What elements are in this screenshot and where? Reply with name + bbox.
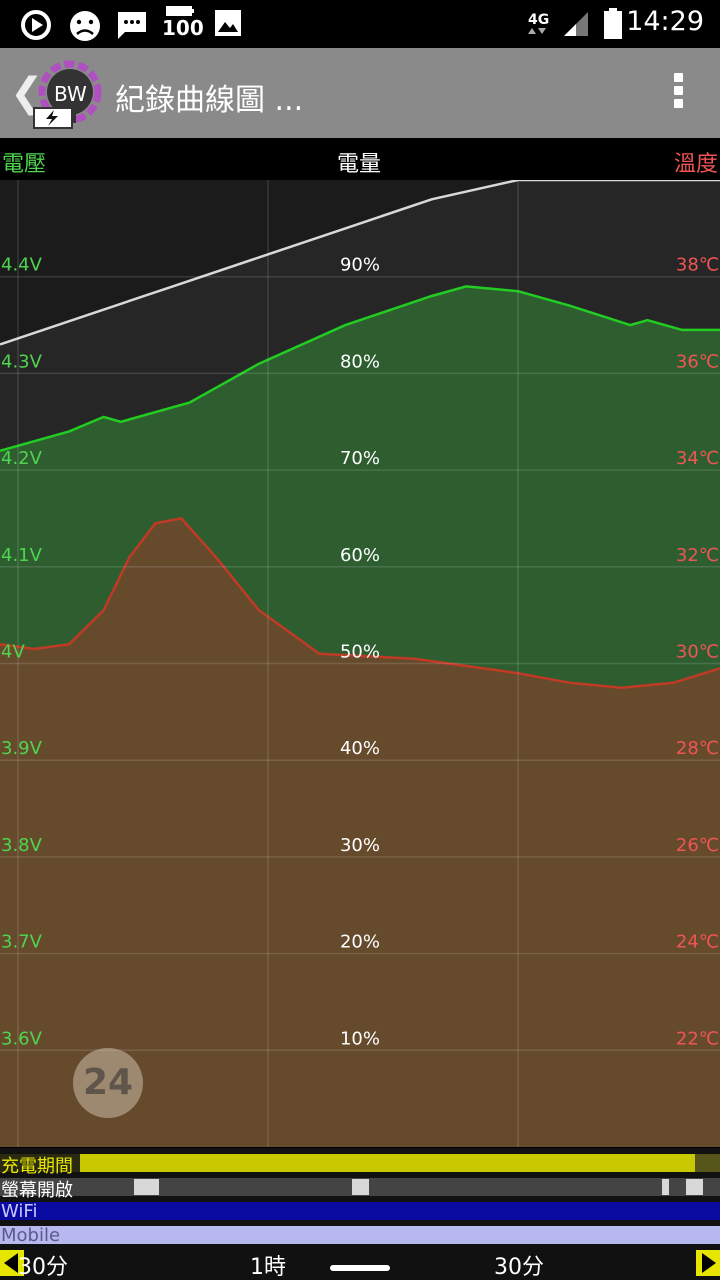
battery-percent-text: 100 — [162, 16, 204, 40]
clock: 14:29 — [626, 6, 704, 37]
battery-axis-title: 電量 — [337, 152, 382, 177]
scroll-right-icon[interactable] — [696, 1250, 720, 1276]
temperature-tick-label: 38℃ — [676, 255, 719, 276]
temperature-tick-label: 26℃ — [676, 835, 719, 856]
status-bar: 100 4G 14:29 — [0, 0, 720, 48]
app-bar: ❮ BW 紀錄曲線圖 ... — [0, 48, 720, 138]
app-logo-icon[interactable]: BW — [32, 60, 104, 132]
wifi-bar — [0, 1202, 720, 1220]
image-icon — [215, 10, 241, 36]
temperature-tick-label: 24℃ — [676, 932, 719, 953]
mobile-bar — [0, 1226, 720, 1244]
temperature-tick-label: 30℃ — [676, 642, 719, 663]
overflow-menu-icon[interactable] — [672, 73, 684, 113]
voltage-tick-label: 4.1V — [1, 545, 43, 566]
scroll-left-icon[interactable] — [0, 1250, 24, 1276]
battery-tick-label: 70% — [340, 448, 380, 469]
voltage-tick-label: 4.2V — [1, 448, 43, 469]
battery-100-icon — [166, 6, 194, 16]
temperature-area — [0, 518, 720, 1147]
battery-level-line — [0, 180, 720, 346]
voltage-line — [0, 285, 720, 453]
voltage-tick-label: 4.4V — [1, 255, 43, 276]
battery-tick-label: 20% — [340, 932, 380, 953]
time-axis: 30分 1時 30分 — [0, 1244, 720, 1280]
screen-on-segment — [686, 1179, 703, 1195]
temperature-tick-label: 36℃ — [676, 351, 719, 372]
charging-label: 充電期間 — [1, 1156, 73, 1177]
temperature-tick-label: 34℃ — [676, 448, 719, 469]
wifi-label: WiFi — [1, 1201, 38, 1222]
voltage-tick-label: 4.3V — [1, 351, 43, 372]
time-tick-label: 30分 — [494, 1255, 544, 1280]
screen-on-label: 螢幕開啟 — [1, 1180, 73, 1201]
charging-period-bar — [80, 1154, 695, 1172]
voltage-tick-label: 3.9V — [1, 738, 43, 759]
svg-text:4G: 4G — [528, 12, 549, 28]
chart-header: 電壓 電量 溫度 — [0, 140, 720, 180]
voltage-tick-label: 3.7V — [1, 932, 43, 953]
voltage-tick-label: 4V — [1, 642, 25, 663]
battery-tick-label: 10% — [340, 1028, 380, 1049]
mobile-label: Mobile — [1, 1225, 61, 1246]
battery-tick-label: 30% — [340, 835, 380, 856]
screen-on-segment — [662, 1179, 669, 1195]
screen-track — [0, 1178, 720, 1196]
temperature-tick-label: 32℃ — [676, 545, 719, 566]
battery-tick-label: 40% — [340, 738, 380, 759]
page-title: 紀錄曲線圖 ... — [115, 83, 304, 118]
notification-count-badge[interactable]: 24 — [73, 1048, 143, 1118]
battery-tick-label: 90% — [340, 255, 380, 276]
screen-on-segment — [352, 1179, 369, 1195]
battery-full-icon — [604, 8, 622, 39]
home-indicator[interactable] — [330, 1265, 390, 1271]
battery-tick-label: 80% — [340, 351, 380, 372]
message-icon — [118, 12, 146, 39]
svg-text:BW: BW — [54, 82, 87, 106]
signal-icon — [564, 12, 588, 36]
battery-tick-label: 50% — [340, 642, 380, 663]
temperature-line — [0, 517, 720, 689]
screen-on-segment — [134, 1179, 159, 1195]
temperature-tick-label: 28℃ — [676, 738, 719, 759]
status-timeline: 充電期間 螢幕開啟 WiFi Mobile — [0, 1148, 720, 1246]
voltage-tick-label: 3.8V — [1, 835, 43, 856]
voltage-tick-label: 3.6V — [1, 1028, 43, 1049]
temperature-axis-title: 溫度 — [673, 152, 718, 177]
time-tick-label: 30分 — [18, 1255, 68, 1280]
battery-history-chart[interactable]: 4.4V 90% 38℃ 4.3V 80% 36℃ 4.2V 70% 34℃ 4.1V 60% 32℃… — [0, 180, 720, 1147]
charging-tail-segment — [695, 1154, 720, 1172]
sad-face-icon — [70, 11, 100, 41]
play-circle-icon — [21, 10, 51, 40]
network-type-icon: 4G — [528, 12, 549, 34]
voltage-axis-title: 電壓 — [2, 152, 47, 177]
temperature-tick-label: 22℃ — [676, 1028, 719, 1049]
charging-track — [0, 1154, 720, 1172]
battery-tick-label: 60% — [340, 545, 380, 566]
time-tick-label: 1時 — [250, 1255, 286, 1280]
